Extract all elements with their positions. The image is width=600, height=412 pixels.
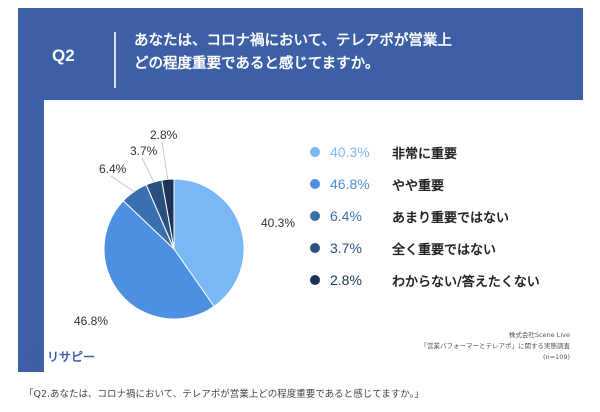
pie-label-0: 40.3%	[261, 216, 296, 230]
pie-label-1: 46.8%	[74, 314, 109, 328]
figure-caption: 「Q2.あなたは、コロナ禍において、テレアポが営業上どの程度重要であると感じてま…	[24, 389, 424, 400]
brand-logo: リサピー	[30, 348, 95, 365]
pie-chart	[103, 141, 245, 320]
chart-panel: 40.3% 46.8% 6.4% 3.7% 2.8%	[44, 100, 593, 372]
legend-dot-icon	[310, 147, 320, 157]
question-id: Q2	[52, 46, 75, 65]
source-line-3: (n=109)	[542, 353, 570, 361]
legend-item-3: 3.7% 全く重要ではない	[310, 238, 580, 258]
question-line-2: どの程度重要であると感じてますか。	[134, 56, 380, 72]
legend-pct: 3.7%	[330, 240, 362, 256]
legend-item-0: 40.3% 非常に重要	[310, 142, 580, 162]
question-text: あなたは、コロナ禍において、テレアポが営業上 どの程度重要であると感じてますか。	[134, 30, 574, 76]
pie-slice-1	[103, 200, 215, 320]
source-line-2: 「営業パフォーマーとテレアポ」に関する実態調査	[420, 342, 571, 350]
legend-pct: 6.4%	[330, 208, 362, 224]
legend-label: 非常に重要	[392, 146, 458, 162]
legend-item-4: 2.8% わからない/答えたくない	[310, 270, 580, 290]
legend-label: 全く重要ではない	[392, 242, 497, 258]
legend-dot-icon	[310, 243, 320, 253]
legend-item-2: 6.4% あまり重要ではない	[310, 206, 580, 226]
pie-label-2: 6.4%	[99, 162, 127, 176]
logo-text: リサピー	[47, 350, 96, 364]
logo-icon	[30, 349, 44, 364]
legend-label: わからない/答えたくない	[392, 274, 540, 290]
legend-item-1: 46.8% やや重要	[310, 174, 580, 194]
leader-line-3	[141, 157, 155, 183]
question-line-1: あなたは、コロナ禍において、テレアポが営業上	[134, 33, 452, 49]
source-line-1: 株式会社Scene Live	[508, 331, 570, 339]
legend-label: やや重要	[392, 178, 445, 194]
header-divider	[114, 32, 116, 88]
legend-pct: 40.3%	[330, 144, 370, 160]
legend-dot-icon	[310, 211, 320, 221]
leader-line-4	[161, 141, 169, 180]
pie-slice-0	[173, 178, 245, 308]
pie-label-3: 3.7%	[130, 144, 158, 158]
pie-label-4: 2.8%	[150, 128, 178, 142]
leader-line-2	[110, 175, 135, 192]
question-card: Q2 あなたは、コロナ禍において、テレアポが営業上 どの程度重要であると感じてま…	[18, 8, 593, 372]
legend-pct: 2.8%	[330, 272, 362, 288]
legend-label: あまり重要ではない	[392, 210, 510, 226]
legend-dot-icon	[310, 275, 320, 285]
legend-dot-icon	[310, 179, 320, 189]
legend-pct: 46.8%	[330, 176, 370, 192]
